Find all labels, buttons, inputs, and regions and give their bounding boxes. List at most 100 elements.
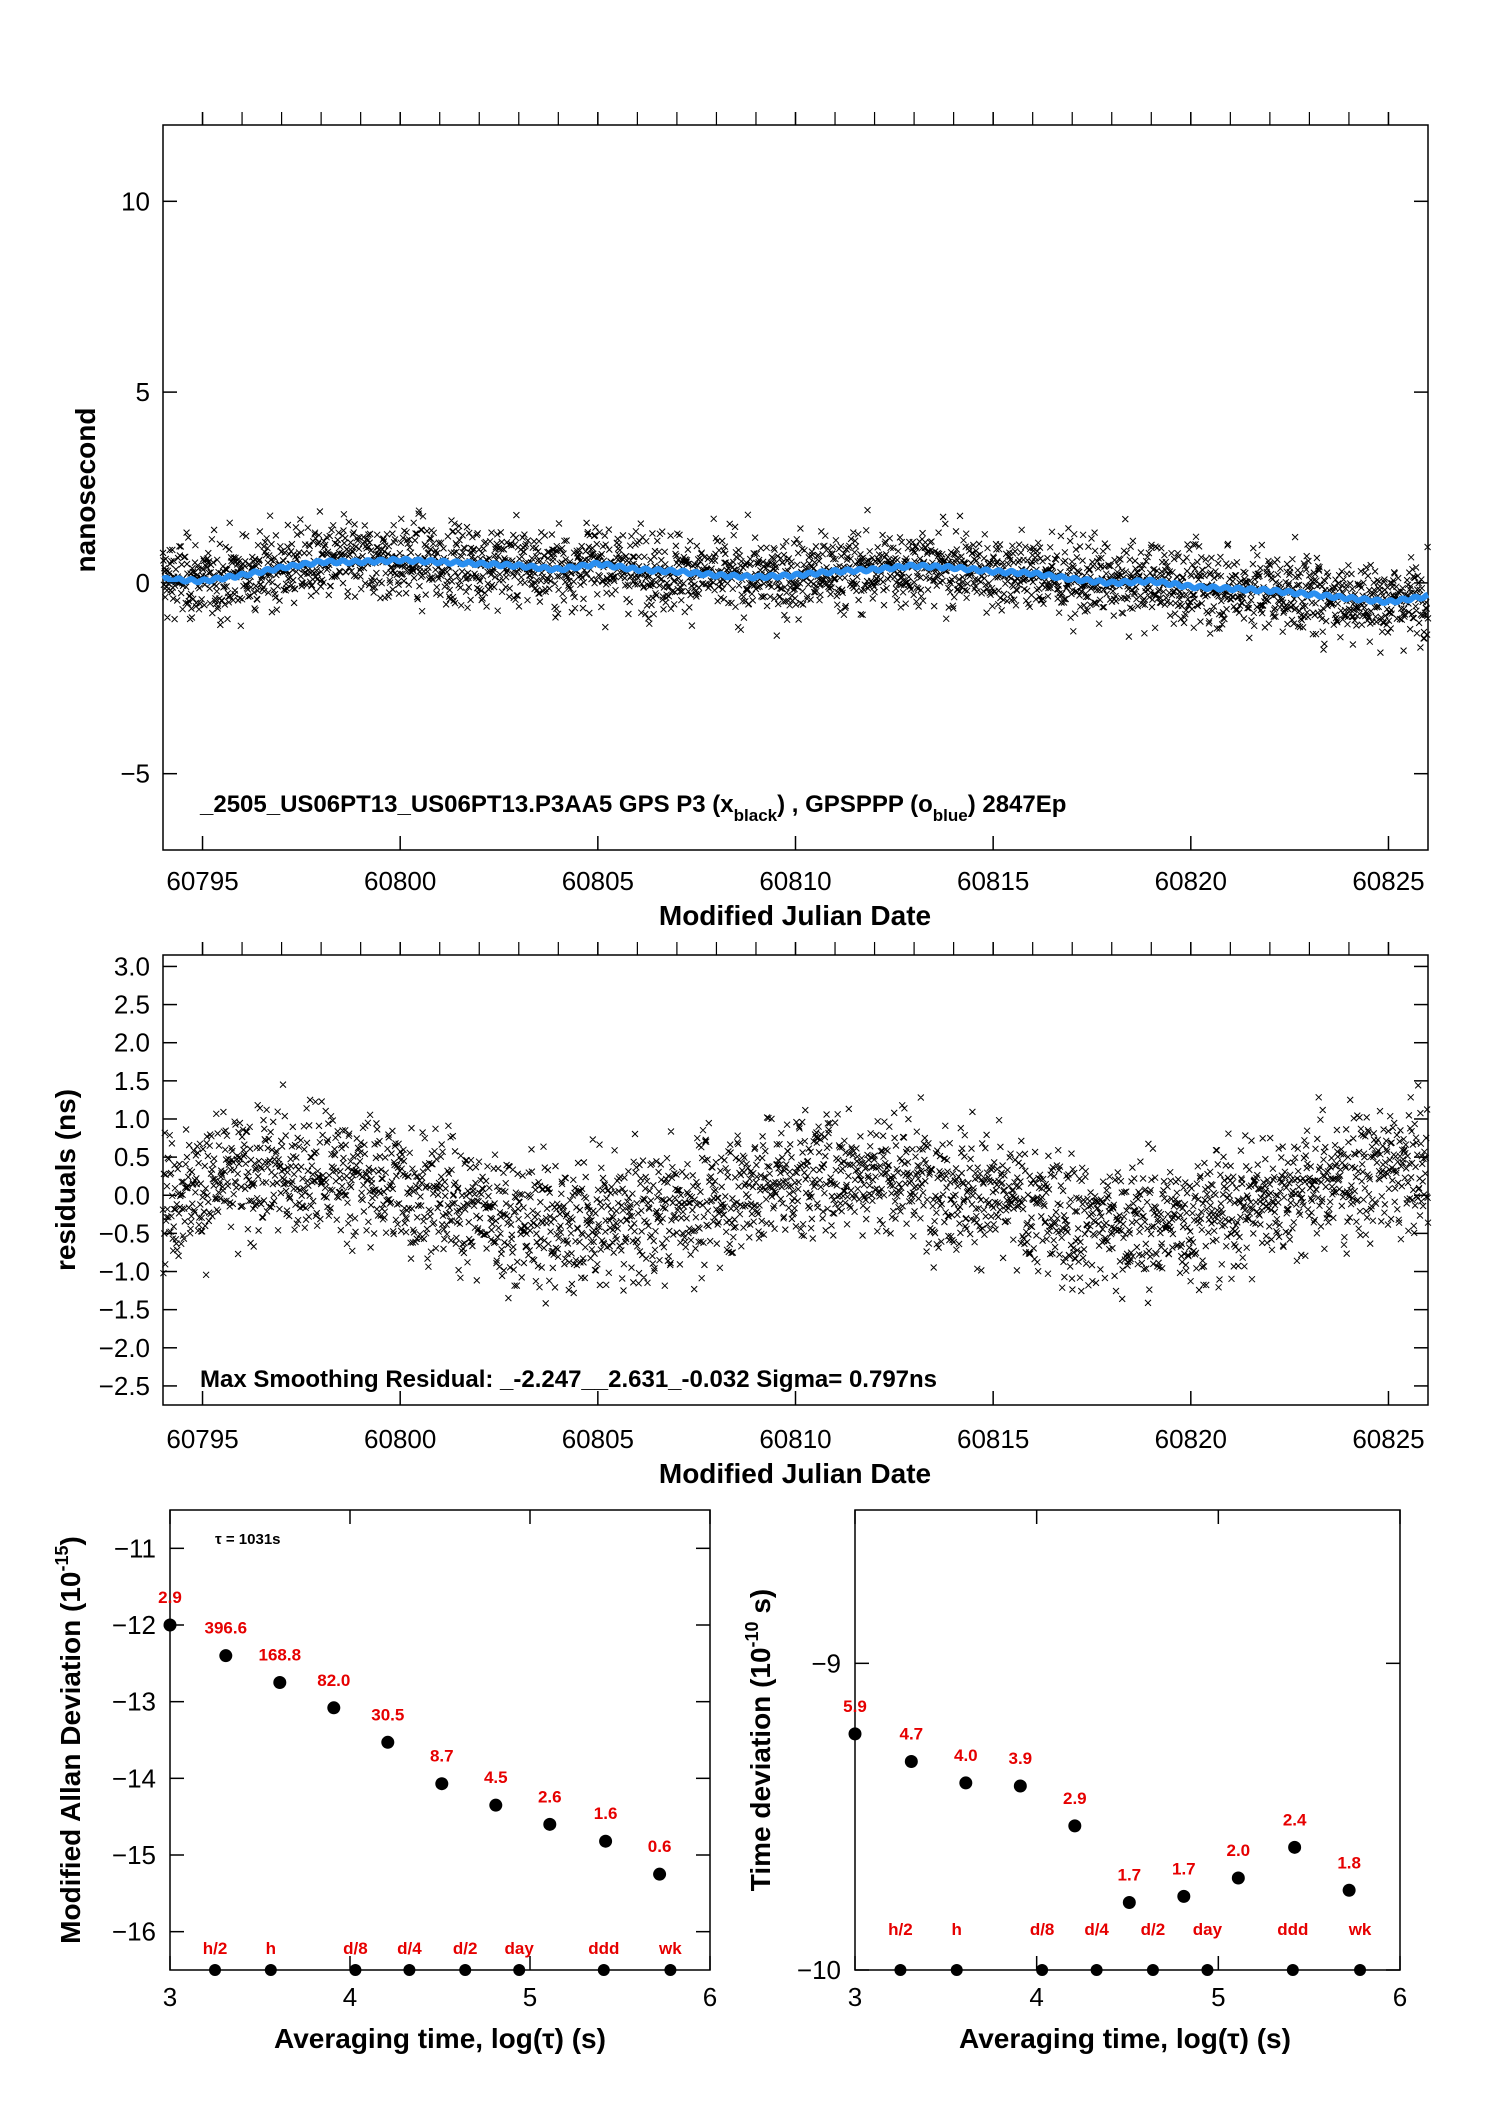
interval-marker bbox=[403, 1964, 416, 1976]
x-tick-label: 60825 bbox=[1352, 1424, 1424, 1454]
data-point bbox=[1068, 1819, 1082, 1833]
allan-points: 2.9 396.6 168.8 82.0 30.5 8.7 4.5 2.6 1.6 0.6 h/2 h… bbox=[158, 1588, 682, 1976]
y-tick-label: 1.5 bbox=[114, 1066, 150, 1096]
interval-marker bbox=[1286, 1964, 1299, 1976]
x-tick-label: 60795 bbox=[166, 866, 238, 896]
interval-marker bbox=[209, 1964, 221, 1976]
tdev-ticks: 3 4 5 6 −9 −10 bbox=[797, 1510, 1407, 2012]
interval-label: h/2 bbox=[888, 1920, 913, 1939]
residual-markers bbox=[159, 1081, 1432, 1307]
point-label: 2.9 bbox=[1063, 1789, 1087, 1808]
x-tick-label: 3 bbox=[848, 1982, 862, 2012]
point-label: 2.4 bbox=[1283, 1810, 1307, 1829]
interval-marker bbox=[1146, 1964, 1159, 1976]
timeseries-annotation: _2505_US06PT13_US06PT13.P3AA5 GPS P3 (xb… bbox=[199, 791, 1066, 825]
point-label: 2.9 bbox=[158, 1588, 182, 1607]
x-tick-label: 60820 bbox=[1155, 866, 1227, 896]
x-tick-label: 3 bbox=[163, 1982, 177, 2012]
y-tick-label: −1.0 bbox=[99, 1257, 150, 1287]
allan-ticks: 3 4 5 6 −11 −12 −13 −14 −15 −16 bbox=[112, 1510, 717, 2012]
x-tick-label: 60810 bbox=[759, 866, 831, 896]
data-point bbox=[599, 1834, 613, 1848]
residuals-xlabel: Modified Julian Date bbox=[659, 1458, 931, 1489]
y-tick-label: 1.0 bbox=[114, 1104, 150, 1134]
data-point bbox=[1288, 1840, 1302, 1854]
data-point bbox=[1013, 1779, 1027, 1793]
point-label: 1.8 bbox=[1337, 1853, 1361, 1872]
data-point bbox=[273, 1676, 287, 1689]
point-label: 4.5 bbox=[484, 1768, 508, 1787]
interval-marker bbox=[459, 1964, 472, 1976]
data-point bbox=[219, 1649, 233, 1663]
data-point bbox=[959, 1776, 973, 1790]
x-tick-label: 60820 bbox=[1155, 1424, 1227, 1454]
allan-frame bbox=[169, 1509, 711, 1971]
data-point bbox=[163, 1618, 177, 1632]
y-tick-label: 2.0 bbox=[114, 1028, 150, 1058]
point-label: 2.0 bbox=[1226, 1841, 1250, 1860]
point-label: 30.5 bbox=[371, 1705, 404, 1724]
interval-label: d/2 bbox=[453, 1939, 478, 1958]
y-tick-label: −11 bbox=[114, 1533, 156, 1563]
data-point bbox=[327, 1701, 341, 1715]
x-tick-label: 6 bbox=[703, 1982, 717, 2012]
y-tick-label: −13 bbox=[112, 1687, 156, 1717]
interval-label: d/8 bbox=[1030, 1920, 1055, 1939]
tdev-ylabel: Time deviation (10-10 s) bbox=[742, 1589, 776, 1892]
time-deviation-panel: 3 4 5 6 −9 −10 5.9 4.7 4.0 3.9 2.9 1.7 1.7 2.0 2.4 1.8… bbox=[742, 1509, 1407, 2054]
interval-label: h/2 bbox=[203, 1939, 228, 1958]
tau-note: τ = 1031s bbox=[215, 1531, 281, 1548]
allan-xlabel: Averaging time, log(τ) (s) bbox=[274, 2023, 606, 2054]
data-point bbox=[1122, 1896, 1136, 1910]
data-point bbox=[1231, 1871, 1245, 1885]
y-tick-label: −2.5 bbox=[99, 1371, 150, 1401]
interval-marker bbox=[349, 1964, 362, 1976]
x-tick-label: 4 bbox=[343, 1982, 357, 2012]
x-tick-label: 60815 bbox=[957, 1424, 1029, 1454]
y-tick-label: −10 bbox=[797, 1955, 841, 1985]
point-label: 4.7 bbox=[899, 1724, 923, 1743]
interval-marker bbox=[950, 1964, 963, 1976]
x-tick-label: 4 bbox=[1029, 1982, 1043, 2012]
point-label: 3.9 bbox=[1008, 1749, 1032, 1768]
data-point bbox=[1177, 1889, 1191, 1903]
x-tick-label: 60800 bbox=[364, 1424, 436, 1454]
timeseries-ylabel: nanosecond bbox=[70, 408, 101, 573]
residuals-ticks: 60795 60800 60805 60810 60815 60820 60825 3.0 2.… bbox=[99, 942, 1428, 1454]
interval-marker bbox=[1090, 1964, 1103, 1976]
y-tick-label: −2.0 bbox=[99, 1333, 150, 1363]
interval-marker bbox=[1036, 1964, 1049, 1976]
point-label: 5.9 bbox=[843, 1697, 867, 1716]
interval-label: d/4 bbox=[1084, 1920, 1109, 1939]
y-tick-label: 10 bbox=[121, 186, 150, 216]
interval-marker bbox=[513, 1964, 526, 1976]
interval-label: ddd bbox=[1277, 1920, 1308, 1939]
x-tick-label: 5 bbox=[1211, 1982, 1225, 2012]
interval-label: d/8 bbox=[343, 1939, 368, 1958]
gpsppp-points bbox=[161, 555, 1430, 606]
residuals-ylabel: residuals (ns) bbox=[50, 1089, 81, 1271]
allan-deviation-panel: 3 4 5 6 −11 −12 −13 −14 −15 −16 2.9 396.6 168.8 82.0… bbox=[52, 1509, 717, 2054]
point-label: 1.7 bbox=[1172, 1859, 1196, 1878]
point-label: 168.8 bbox=[259, 1646, 302, 1665]
timeseries-panel: 60795 60800 60805 60810 60815 60820 60825 10 5 0 −… bbox=[70, 112, 1432, 931]
residuals-annotation: Max Smoothing Residual: _-2.247__2.631_-… bbox=[200, 1366, 937, 1393]
x-tick-label: 60800 bbox=[364, 866, 436, 896]
interval-label: ddd bbox=[588, 1939, 619, 1958]
interval-marker bbox=[1354, 1964, 1367, 1976]
x-tick-label: 60810 bbox=[759, 1424, 831, 1454]
y-tick-label: −9 bbox=[811, 1648, 841, 1678]
x-tick-label: 60805 bbox=[562, 1424, 634, 1454]
y-tick-label: 5 bbox=[136, 377, 150, 407]
y-tick-label: 0 bbox=[136, 568, 150, 598]
interval-label: day bbox=[505, 1939, 535, 1958]
y-tick-label: 2.5 bbox=[114, 990, 150, 1020]
y-tick-label: −15 bbox=[112, 1840, 156, 1870]
interval-marker bbox=[264, 1964, 277, 1976]
point-label: 1.6 bbox=[594, 1804, 618, 1823]
tdev-xlabel: Averaging time, log(τ) (s) bbox=[959, 2023, 1291, 2054]
data-point bbox=[543, 1817, 557, 1831]
point-label: 0.6 bbox=[648, 1837, 672, 1856]
interval-label: d/4 bbox=[397, 1939, 422, 1958]
